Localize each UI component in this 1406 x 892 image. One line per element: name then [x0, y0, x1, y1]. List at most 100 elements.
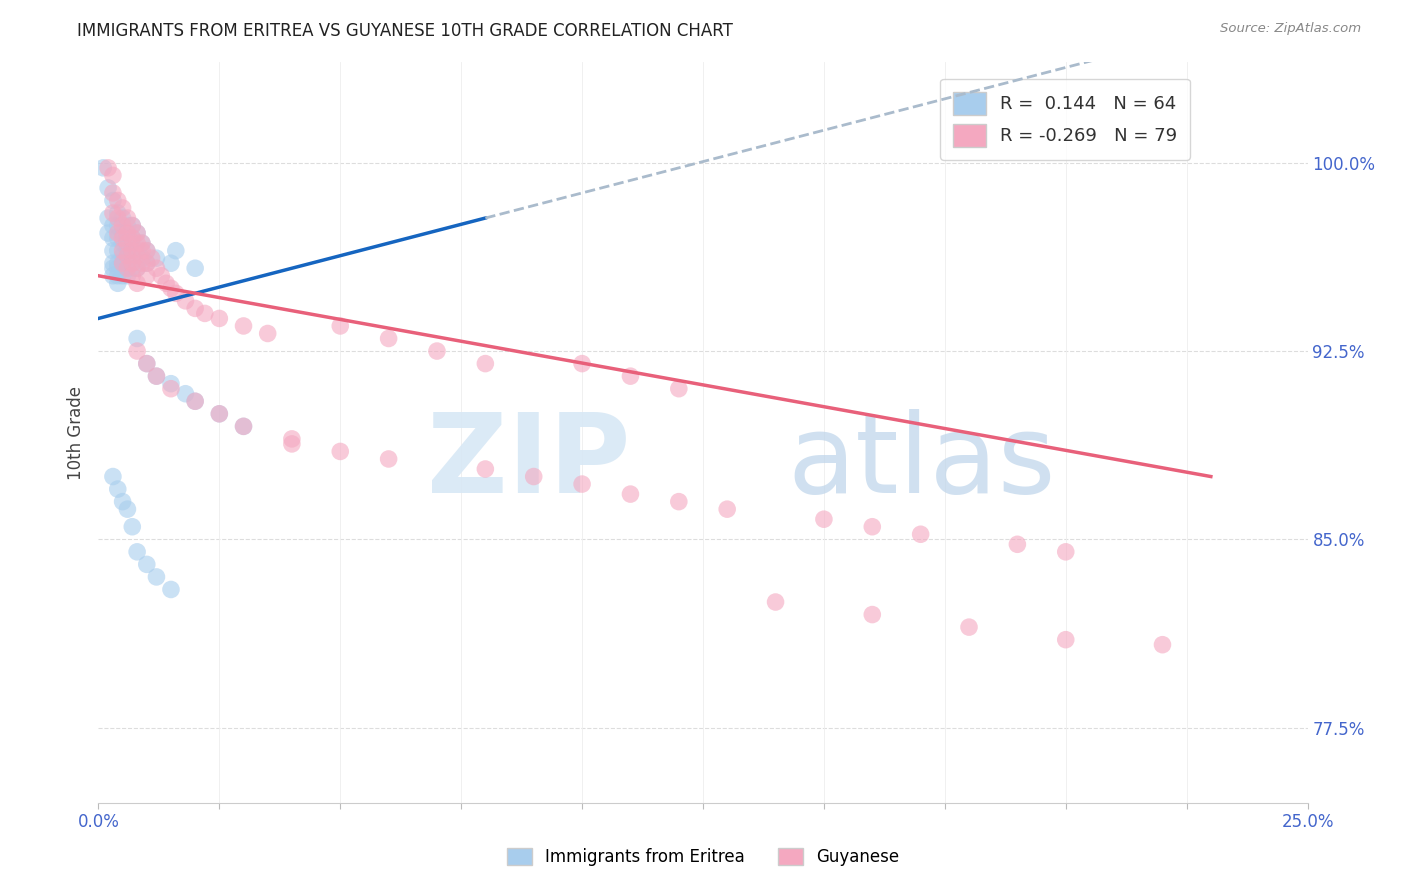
Point — [1152, 638, 1174, 652]
Point — [107, 268, 129, 283]
Point — [281, 437, 304, 451]
Point — [127, 236, 149, 251]
Point — [101, 231, 124, 245]
Point — [127, 226, 149, 240]
Point — [101, 469, 124, 483]
Point — [1007, 537, 1029, 551]
Point — [111, 268, 134, 283]
Point — [145, 369, 167, 384]
Point — [97, 161, 120, 175]
Point — [121, 268, 143, 283]
Point — [135, 268, 157, 283]
Point — [571, 477, 593, 491]
Point — [107, 226, 129, 240]
Text: Source: ZipAtlas.com: Source: ZipAtlas.com — [1220, 22, 1361, 36]
Point — [165, 244, 187, 258]
Point — [117, 268, 139, 283]
Point — [101, 261, 124, 276]
Point — [910, 527, 932, 541]
Point — [91, 161, 114, 175]
Point — [256, 326, 278, 341]
Point — [101, 219, 124, 233]
Point — [1054, 545, 1077, 559]
Point — [208, 311, 231, 326]
Point — [107, 231, 129, 245]
Point — [101, 256, 124, 270]
Point — [127, 261, 149, 276]
Point — [194, 306, 217, 320]
Point — [97, 226, 120, 240]
Point — [426, 344, 449, 359]
Legend: R =  0.144   N = 64, R = -0.269   N = 79: R = 0.144 N = 64, R = -0.269 N = 79 — [941, 78, 1189, 160]
Point — [165, 286, 187, 301]
Point — [135, 558, 157, 572]
Point — [571, 357, 593, 371]
Point — [668, 494, 690, 508]
Point — [127, 277, 149, 291]
Point — [184, 394, 207, 409]
Point — [145, 369, 167, 384]
Point — [111, 201, 134, 215]
Point — [160, 582, 183, 597]
Text: IMMIGRANTS FROM ERITREA VS GUYANESE 10TH GRADE CORRELATION CHART: IMMIGRANTS FROM ERITREA VS GUYANESE 10TH… — [77, 22, 733, 40]
Point — [131, 236, 153, 251]
Point — [111, 261, 134, 276]
Point — [127, 344, 149, 359]
Point — [107, 219, 129, 233]
Point — [117, 226, 139, 240]
Point — [131, 236, 153, 251]
Point — [101, 268, 124, 283]
Point — [121, 231, 143, 245]
Point — [127, 226, 149, 240]
Point — [232, 419, 254, 434]
Point — [135, 244, 157, 258]
Point — [184, 261, 207, 276]
Point — [101, 244, 124, 258]
Point — [184, 301, 207, 316]
Point — [135, 256, 157, 270]
Point — [121, 244, 143, 258]
Point — [97, 181, 120, 195]
Point — [107, 206, 129, 220]
Point — [131, 251, 153, 265]
Point — [155, 277, 177, 291]
Point — [523, 469, 546, 483]
Point — [135, 244, 157, 258]
Point — [145, 261, 167, 276]
Point — [117, 211, 139, 225]
Point — [957, 620, 980, 634]
Point — [121, 520, 143, 534]
Point — [107, 482, 129, 496]
Point — [377, 452, 399, 467]
Point — [117, 261, 139, 276]
Text: atlas: atlas — [787, 409, 1056, 516]
Point — [111, 256, 134, 270]
Point — [111, 219, 134, 233]
Point — [281, 432, 304, 446]
Point — [117, 251, 139, 265]
Point — [121, 261, 143, 276]
Point — [860, 520, 883, 534]
Point — [127, 249, 149, 263]
Point — [184, 394, 207, 409]
Point — [150, 268, 173, 283]
Point — [101, 206, 124, 220]
Point — [117, 261, 139, 276]
Point — [619, 369, 641, 384]
Point — [141, 251, 163, 265]
Text: ZIP: ZIP — [427, 409, 630, 516]
Point — [121, 244, 143, 258]
Point — [111, 249, 134, 263]
Point — [860, 607, 883, 622]
Point — [131, 244, 153, 258]
Point — [813, 512, 835, 526]
Point — [117, 502, 139, 516]
Point — [135, 357, 157, 371]
Point — [174, 293, 197, 308]
Point — [668, 382, 690, 396]
Point — [474, 357, 496, 371]
Point — [135, 256, 157, 270]
Point — [160, 256, 183, 270]
Point — [107, 256, 129, 270]
Point — [127, 261, 149, 276]
